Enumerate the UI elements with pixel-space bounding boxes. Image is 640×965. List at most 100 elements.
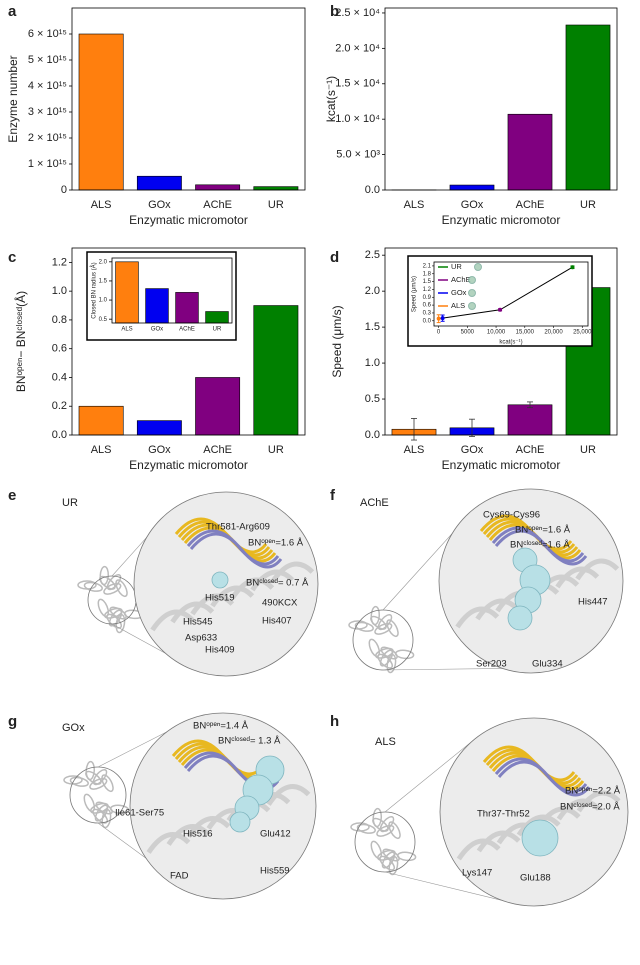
y-tick-label: 0.0	[52, 429, 67, 441]
residue-label: BNᵒᵖᵉⁿ=2.2 Å	[565, 786, 621, 797]
residue-label: Ile61-Ser75	[115, 808, 164, 819]
bar	[78, 33, 124, 191]
x-tick-label: UR	[268, 199, 284, 211]
y-tick-label: 6 × 10¹⁵	[28, 28, 67, 40]
y-axis-title: BNᵒᵖᵉⁿ− BNᶜˡᵒˢᵉᵈ(Å)	[13, 291, 28, 392]
protein-ribbon	[99, 575, 116, 590]
zoom-line	[97, 731, 168, 768]
gray-ribbon	[516, 814, 561, 837]
bar	[205, 311, 229, 324]
protein-ribbon	[388, 855, 399, 876]
y-axis-title: Speed (μm/s)	[412, 276, 418, 312]
y-tick-label: 1.0	[52, 285, 67, 297]
x-tick-label: ALS	[91, 199, 112, 211]
y-tick-label: 1.5	[365, 321, 380, 333]
y-tick-label: 0.9	[423, 295, 432, 301]
y-axis-title: Closed BN radius (Å)	[91, 262, 98, 318]
zoom-line	[384, 736, 478, 813]
protein-ribbon	[89, 777, 108, 790]
y-tick-label: 1.0	[99, 298, 108, 304]
bar	[136, 420, 182, 436]
protein-ribbon	[356, 823, 376, 834]
protein-ribbon	[92, 768, 108, 786]
protein-ribbon	[388, 821, 401, 840]
residue-label: Ser203	[476, 659, 507, 670]
residue-label: Glu188	[520, 873, 551, 884]
protein-ribbon	[394, 649, 415, 660]
y-tick-label: 1.0	[365, 357, 380, 369]
protein-ribbon	[374, 622, 393, 635]
error-bar	[469, 418, 475, 437]
panel-letter: e	[8, 487, 16, 504]
protein-ribbon	[354, 621, 374, 632]
protein-ribbon	[85, 770, 102, 785]
protein-ribbon	[377, 653, 394, 669]
y-tick-label: 0.0	[365, 429, 380, 441]
gray-ribbon	[456, 838, 501, 861]
x-tick-label: GOx	[461, 444, 484, 456]
residue-label: Glu412	[260, 829, 291, 840]
gray-ribbon	[555, 566, 600, 589]
residue-label: FAD	[170, 871, 189, 882]
residue-label: Glu334	[532, 659, 563, 670]
y-tick-label: 5 × 10¹⁵	[28, 54, 67, 66]
residue-label: His545	[183, 617, 213, 628]
gray-ribbon	[210, 585, 255, 608]
structure-panel: e UR Thr581-Arg609 BNᵒᵖᵉⁿ=1.6 Å BNᶜˡᵒˢᵉᵈ= 0.…	[8, 487, 319, 677]
y-axis-title: kcat(s⁻¹)	[324, 76, 338, 122]
legend-label: UR	[451, 262, 462, 271]
x-axis-title: Enzymatic micromotor	[442, 458, 561, 472]
x-tick-label: 15,000	[516, 330, 535, 336]
plot-frame	[111, 257, 233, 324]
protein-ribbon	[115, 613, 126, 634]
structure-panel: g GOx BNᵒᵖᵉⁿ=1.4 Å BNᶜˡᵒˢᵉᵈ= 1.3 Å Ile61-Ser…	[8, 712, 317, 900]
y-tick-label: 2.0 × 10⁴	[335, 42, 380, 54]
bar	[195, 184, 241, 191]
gray-ribbon	[150, 609, 195, 632]
x-tick-label: ALS	[91, 444, 112, 456]
plot-frame	[384, 247, 618, 436]
panel-letter: d	[330, 249, 339, 266]
x-tick-label: GOx	[461, 199, 484, 211]
x-axis-title: kcat(s⁻¹)	[499, 340, 522, 346]
y-tick-label: 0.6	[423, 303, 432, 309]
legend-label: AChE	[451, 275, 471, 284]
loop-ribbon	[494, 529, 588, 566]
tunnel-sphere	[229, 811, 251, 833]
legend-icon	[468, 302, 476, 310]
gray-ribbon	[556, 798, 601, 821]
error-bar	[411, 418, 417, 441]
data-point	[498, 307, 503, 312]
residue-label: His447	[578, 597, 608, 608]
x-tick-label: AChE	[203, 199, 232, 211]
x-tick-label: UR	[213, 327, 222, 333]
inset-frame	[407, 255, 593, 347]
protein-ribbon	[379, 815, 395, 833]
gray-ribbon	[250, 569, 295, 592]
gray-ribbon	[190, 593, 235, 616]
panel-title: UR	[62, 497, 78, 509]
x-tick-label: UR	[268, 444, 284, 456]
bar	[136, 175, 182, 191]
gray-ribbon	[186, 816, 231, 838]
y-tick-label: 2.5	[365, 249, 380, 261]
legend-icon	[474, 263, 482, 271]
y-tick-label: 5.0 × 10³	[336, 148, 380, 160]
protein-ribbon	[376, 824, 395, 837]
y-tick-label: 1.8	[423, 271, 432, 277]
protein-ribbon	[386, 653, 397, 674]
y-tick-label: 0	[61, 184, 67, 196]
bar	[195, 377, 241, 436]
residue-label: Thr581-Arg609	[206, 522, 270, 533]
protein-ribbon	[69, 776, 89, 787]
y-tick-label: 2.5 × 10⁴	[335, 7, 380, 19]
protein-ribbon	[83, 581, 103, 592]
protein-ribbon	[370, 615, 387, 630]
gray-ribbon	[455, 606, 500, 629]
gray-ribbon	[230, 577, 275, 600]
x-tick-label: GOx	[151, 327, 163, 333]
plot-frame	[71, 247, 306, 436]
x-tick-label: ALS	[404, 199, 425, 211]
residue-label: 490KCX	[262, 598, 298, 609]
